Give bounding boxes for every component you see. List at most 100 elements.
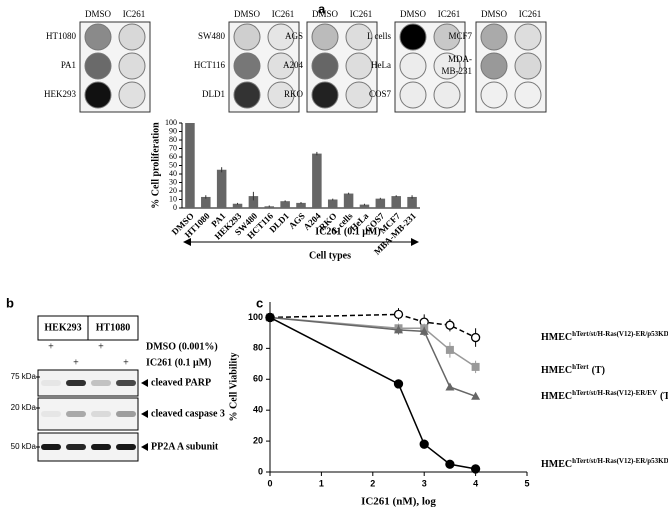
panel-label: b: [6, 295, 14, 310]
band-arrow: [141, 443, 148, 451]
plate-header: DMSO: [312, 9, 339, 19]
well: [399, 23, 427, 51]
bar: [312, 153, 322, 208]
panel-label: a: [318, 1, 326, 16]
lane-header: HT1080: [96, 322, 130, 333]
well: [311, 52, 339, 80]
plate-row-label: HT1080: [46, 31, 76, 41]
point: [445, 382, 455, 391]
well: [311, 81, 339, 109]
y-tick-label: 20: [169, 186, 177, 195]
plate-header: IC261: [123, 9, 146, 19]
bar: [232, 203, 243, 208]
blot-band: [116, 380, 136, 386]
blot-band: [41, 444, 61, 450]
legend-name: HMEC: [541, 391, 572, 402]
lane-header-box: [87, 315, 139, 341]
well: [514, 23, 542, 51]
band-arrow: [141, 410, 148, 418]
band-label: PP2A A subunit: [151, 441, 219, 452]
plate-row-label: HEK293: [44, 89, 76, 99]
point: [470, 464, 481, 474]
series-line: [269, 316, 476, 397]
treatment-label: DMSO (0.001%): [146, 341, 218, 352]
bar: [185, 123, 195, 208]
blot-band: [116, 411, 136, 417]
blot-band: [91, 380, 111, 386]
blot-band: [116, 444, 136, 450]
well: [84, 81, 112, 109]
plate-row-label: A204: [283, 60, 303, 70]
plate-row-label: HeLa: [371, 60, 391, 70]
legend-name: HMEC: [541, 459, 572, 470]
plate-row-label: DLD1: [202, 89, 225, 99]
point: [394, 325, 403, 334]
y-tick-label: 10: [169, 194, 177, 203]
well: [84, 23, 112, 51]
blot-band: [66, 380, 86, 386]
legend-suffix: (T): [660, 391, 668, 402]
point: [471, 362, 480, 371]
legend-suffix: (T): [592, 365, 605, 376]
lane-header: HEK293: [44, 322, 81, 333]
plate-header: DMSO: [400, 9, 427, 19]
plate-header: DMSO: [234, 9, 261, 19]
y-axis-title: % Cell proliferation: [150, 122, 161, 209]
x-axis-title: IC261 (nM), log: [361, 496, 436, 508]
y-tick-label: 30: [169, 177, 177, 186]
legend-label: HMEChTert/st/H-Ras(V12)-ER/p53KD(T): [541, 457, 668, 471]
well: [480, 52, 508, 80]
y-tick-label: 80: [253, 343, 263, 353]
treatment-mark: +: [73, 357, 79, 368]
plate-row-label: AGS: [285, 31, 303, 41]
series-line: [269, 316, 476, 470]
y-tick-label: 20: [253, 435, 263, 445]
plate-header: DMSO: [481, 9, 508, 19]
legend-label: HMEChTert/st/H-Ras(V12)-ER/EV(T): [541, 389, 668, 403]
point: [419, 326, 429, 335]
plate-header: IC261: [272, 9, 295, 19]
plate-row-label: PA1: [61, 60, 76, 70]
treatment-mark: +: [98, 341, 104, 352]
well: [480, 23, 508, 51]
point: [419, 439, 429, 449]
well: [433, 52, 461, 80]
bar: [391, 196, 401, 208]
bar: [248, 196, 259, 208]
bar: [407, 196, 417, 208]
point: [393, 309, 404, 320]
plate-header: IC261: [519, 9, 542, 19]
legend-superscript: hTert: [572, 363, 589, 371]
bar: [201, 196, 211, 208]
well: [233, 52, 261, 80]
bar: [327, 199, 338, 208]
plate-row-label: COS7: [369, 89, 392, 99]
well: [514, 52, 542, 80]
x-tick-label: 1: [319, 478, 324, 488]
well: [233, 23, 261, 51]
plate-row-label: HCT116: [194, 60, 226, 70]
plate-row-label: MB-231: [441, 66, 472, 76]
well: [118, 81, 146, 109]
annotation: IC261 (0.1 μM): [315, 226, 380, 237]
x-tick-label: 2: [370, 478, 375, 488]
plate-row-label: RKO: [284, 89, 304, 99]
kda-label: 75 kDa: [11, 372, 37, 381]
y-tick-label: 0: [173, 203, 177, 212]
plate-row-label: MCF7: [448, 31, 472, 41]
well: [480, 81, 508, 109]
bar: [343, 193, 354, 208]
plate-row-label: MDA-: [448, 54, 472, 64]
bar: [280, 201, 290, 208]
bar: [375, 198, 386, 208]
well: [399, 81, 427, 109]
bar: [359, 204, 370, 208]
x-tick-label: 0: [267, 478, 272, 488]
blot-strip: [37, 397, 139, 431]
y-tick-label: 0: [258, 466, 263, 476]
legend-superscript: hTert/st/H-Ras(V12)-ER/p53KD: [572, 330, 668, 338]
y-tick-label: 100: [165, 118, 177, 127]
y-tick-label: 50: [169, 160, 177, 169]
y-tick-label: 100: [248, 312, 263, 322]
